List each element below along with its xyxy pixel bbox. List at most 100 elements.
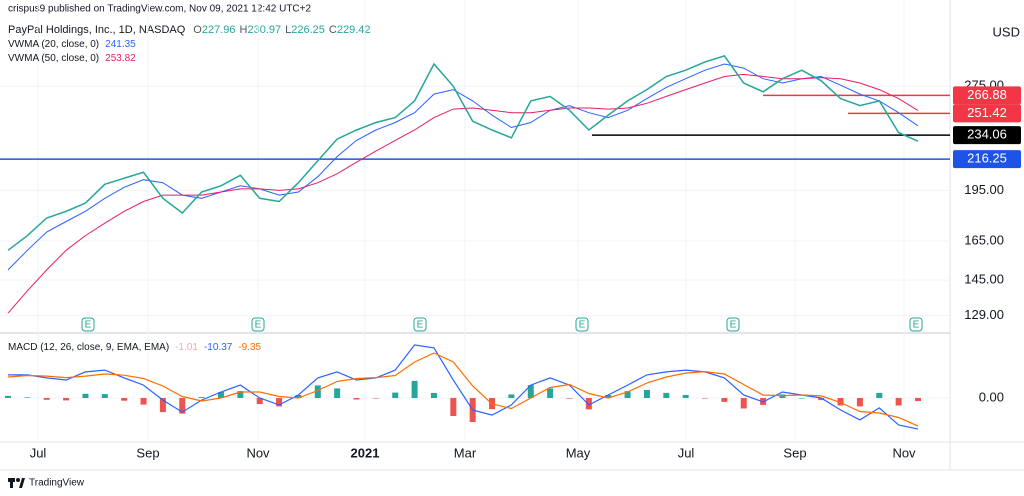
histogram-bar <box>372 398 379 399</box>
histogram-bar <box>256 398 263 404</box>
indicator-name: VWMA (50, close, 0) <box>8 53 99 64</box>
histogram-bar <box>121 398 128 401</box>
symbol-legend: PayPal Holdings, Inc., 1D, NASDAQ O227.96… <box>8 24 371 36</box>
histogram-bar <box>837 398 844 406</box>
macd-line <box>8 344 919 430</box>
macd-reading: -10.37 <box>204 342 233 353</box>
earnings-marker <box>81 317 95 332</box>
histogram-bar <box>876 392 883 398</box>
x-tick-label: Jul <box>30 445 47 460</box>
macd-legend: MACD (12, 26, close, 9, EMA, EMA) -1.01 -1… <box>8 342 262 353</box>
histogram-bar <box>295 395 302 398</box>
histogram-bar <box>179 398 186 414</box>
earnings-label: E <box>730 320 737 331</box>
histogram-bar <box>856 398 863 407</box>
ohlc-label: L <box>285 24 291 36</box>
histogram-bar <box>663 392 670 398</box>
level-label: 216.25 <box>967 151 1007 166</box>
histogram-bar <box>24 397 31 398</box>
ohlc-label: O <box>193 24 202 36</box>
macd-reading: -9.35 <box>238 342 261 353</box>
histogram-bar <box>334 388 341 398</box>
level-tag <box>953 104 1021 123</box>
histogram-bar <box>411 380 418 398</box>
histogram-bar <box>63 398 70 401</box>
earnings-marker <box>726 317 740 332</box>
earnings-label: E <box>913 320 920 331</box>
level-tag <box>953 86 1021 105</box>
y-tick-label: 145.00 <box>964 272 1004 287</box>
y-tick-label: 195.00 <box>964 182 1004 197</box>
y-tick-label: 129.00 <box>964 307 1004 322</box>
symbol: PayPal Holdings, Inc., 1D, NASDAQ <box>8 24 186 36</box>
x-tick-label: Jul <box>678 445 695 460</box>
earnings-label: E <box>255 320 262 331</box>
histogram-bar <box>643 389 650 398</box>
indicator-line <box>7 73 919 314</box>
histogram-bar <box>566 398 573 399</box>
x-tick-label: Mar <box>454 445 477 460</box>
indicator-legend: VWMA (20, close, 0) 241.35 <box>8 39 136 50</box>
histogram-bar <box>159 398 166 413</box>
y-tick-label: 0.00 <box>979 389 1004 404</box>
histogram-bar <box>353 398 360 400</box>
footer-logo <box>8 478 25 488</box>
indicator-legend: VWMA (50, close, 0) 253.82 <box>8 53 136 64</box>
earnings-marker <box>909 317 923 332</box>
earnings-marker <box>413 317 427 332</box>
currency: USD <box>993 24 1020 39</box>
histogram-bar <box>818 398 825 401</box>
ohlc-value: 226.25 <box>291 24 325 36</box>
ohlc-value: 229.42 <box>337 24 371 36</box>
ohlc-label: H <box>240 24 248 36</box>
earnings-label: E <box>579 320 586 331</box>
histogram-bar <box>5 395 11 398</box>
histogram-bar <box>430 392 437 398</box>
x-tick-label: 2021 <box>351 445 380 460</box>
x-tick-label: Sep <box>783 445 806 460</box>
footer-brand: TradingView <box>29 478 85 489</box>
ohlc-label: C <box>329 24 337 36</box>
level-tag <box>953 126 1021 145</box>
indicator-name: VWMA (20, close, 0) <box>8 39 99 50</box>
y-tick-label: 165.00 <box>964 232 1004 247</box>
histogram-bar <box>740 398 747 409</box>
histogram-bar <box>140 398 147 405</box>
histogram-bar <box>392 392 399 398</box>
level-label: 234.06 <box>967 127 1007 142</box>
earnings-label: E <box>417 320 424 331</box>
ohlc-value: 230.97 <box>247 24 281 36</box>
histogram-bar <box>915 398 921 402</box>
level-label: 266.88 <box>967 87 1007 102</box>
histogram-bar <box>198 397 205 398</box>
histogram-bar <box>798 398 805 399</box>
histogram-bar <box>585 398 592 410</box>
earnings-marker <box>251 317 265 332</box>
indicator-line <box>7 63 919 271</box>
x-tick-label: May <box>566 445 591 460</box>
level-label: 251.42 <box>967 105 1007 120</box>
histogram-bar <box>721 398 728 402</box>
histogram-bar <box>527 385 534 398</box>
earnings-label: E <box>85 320 92 331</box>
ohlc-value: 227.96 <box>202 24 236 36</box>
histogram-bar <box>276 398 283 407</box>
level-tag <box>953 150 1021 169</box>
histogram-bar <box>43 398 50 400</box>
histogram-bar <box>547 388 554 398</box>
histogram-bar <box>237 391 244 398</box>
histogram-bar <box>702 398 709 399</box>
x-tick-label: Sep <box>136 445 159 460</box>
histogram-bar <box>605 395 612 398</box>
publisher: crispus9 published on TradingView.com, N… <box>8 4 311 15</box>
histogram-bar <box>779 394 786 398</box>
histogram-bar <box>624 391 631 398</box>
macd-title: MACD (12, 26, close, 9, EMA, EMA) <box>8 342 169 353</box>
histogram-bar <box>682 395 689 398</box>
x-tick-label: Nov <box>892 445 916 460</box>
histogram-bar <box>314 385 321 398</box>
x-tick-label: Nov <box>246 445 270 460</box>
histogram-bar <box>101 394 108 398</box>
